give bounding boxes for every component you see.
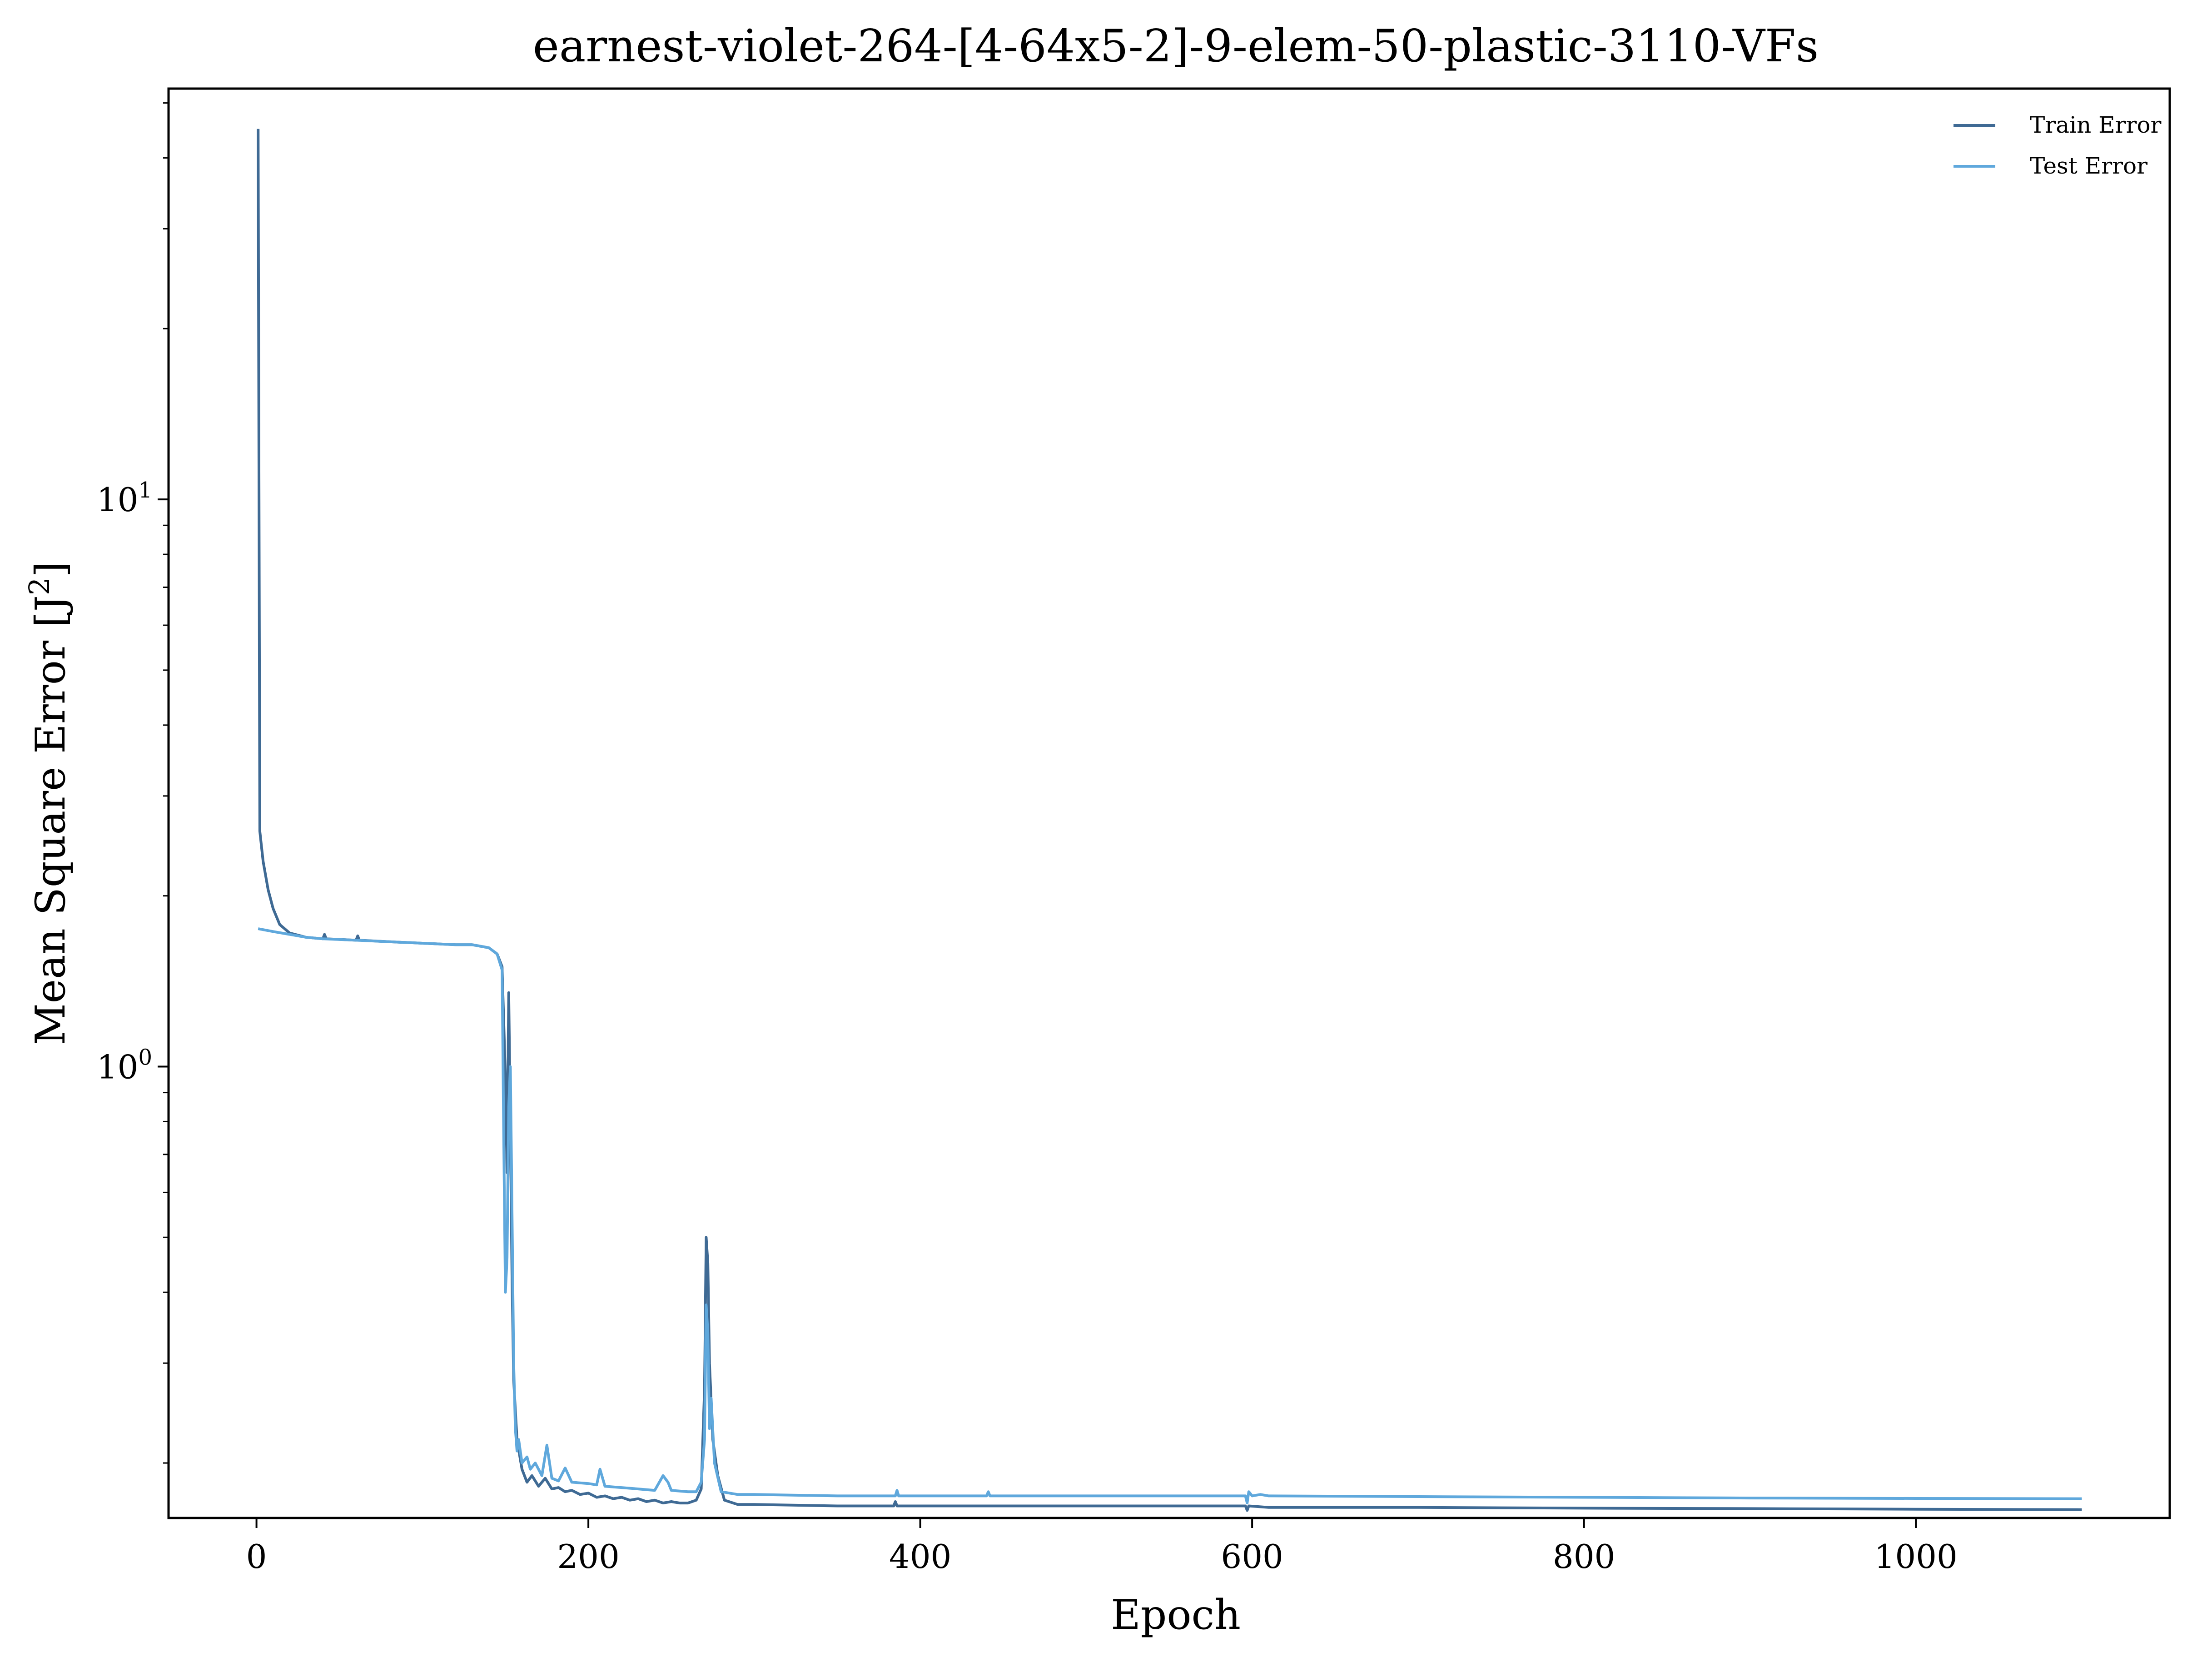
x-tick-label: 0 [246,1538,267,1576]
x-tick-label: 800 [1553,1538,1615,1576]
x-tick-label: 200 [557,1538,619,1576]
series-layer [257,129,2082,1512]
x-tick-label: 600 [1221,1538,1283,1576]
x-tick-label: 400 [889,1538,951,1576]
chart-title: earnest-violet-264-[4-64x5-2]-9-elem-50-… [533,20,1819,72]
y-axis-label-suffix: ] [27,562,75,577]
y-axis-label: Mean Square Error [J2] [23,562,75,1045]
y-axis-label-exponent: 2 [23,577,56,595]
legend-label: Test Error [2030,153,2147,179]
y-tick-label: 100 [97,1045,152,1086]
y-tick-label: 101 [97,478,152,519]
y-axis: 100 101 [97,102,169,1464]
plot-frame [167,87,2171,1519]
x-tick-label: 1000 [1874,1538,1958,1576]
legend-label: Train Error [2030,112,2162,138]
x-axis-label: Epoch [1111,1591,1241,1639]
x-axis: 0 200 400 600 800 1000 [246,1518,1958,1576]
series-line-test-error [258,927,2082,1505]
legend: Train Error Test Error [1954,112,2162,179]
y-axis-label-text: Mean Square Error [J [27,595,75,1045]
